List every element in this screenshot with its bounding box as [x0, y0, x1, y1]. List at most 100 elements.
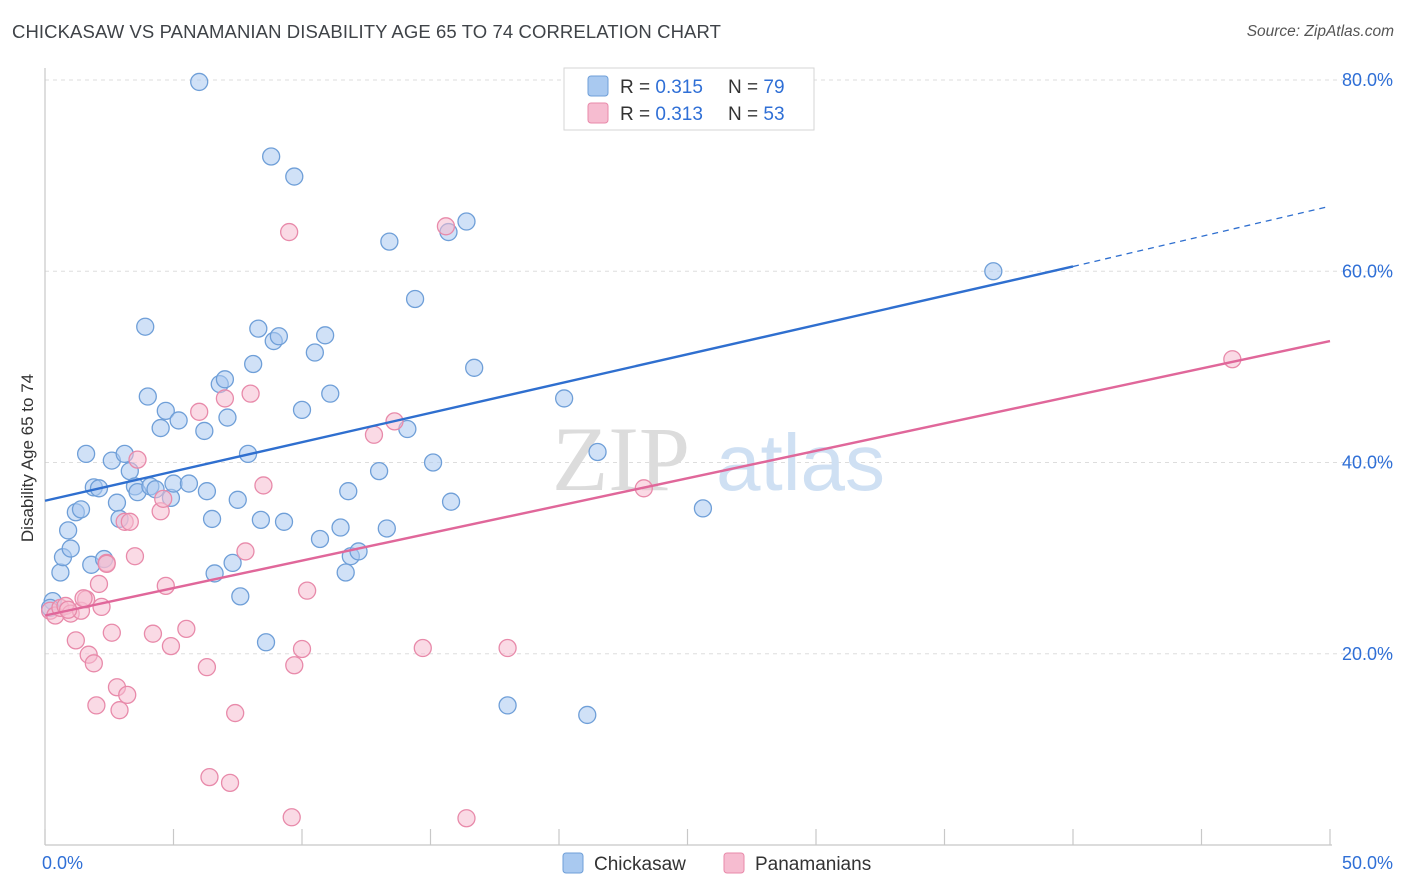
chickasaw-point — [292, 400, 312, 420]
panamanian-point — [215, 389, 235, 408]
panamanian-point — [118, 685, 137, 705]
chickasaw-point — [136, 317, 155, 336]
chickasaw-point — [339, 482, 358, 501]
panamanian-point — [236, 542, 255, 561]
chickasaw-point — [457, 212, 476, 231]
panamanian-point — [282, 808, 301, 827]
panamanian-point — [177, 619, 196, 639]
panamanian-point — [143, 624, 163, 643]
chickasaw-point — [331, 518, 350, 537]
legend-n-value: 53 — [763, 104, 784, 125]
panamanian-point — [97, 554, 116, 574]
chickasaw-point — [195, 421, 214, 441]
panamanian-point — [220, 773, 240, 792]
chickasaw-point — [169, 411, 188, 430]
chickasaw-point — [310, 529, 330, 549]
panamanian-point — [200, 767, 219, 787]
correlation-legend: R = 0.315 N = 79 R = 0.313 N = 53 — [563, 67, 815, 131]
legend-r-value: 0.313 — [655, 104, 703, 125]
chickasaw-point — [71, 500, 91, 519]
watermark-atlas: atlas — [716, 418, 885, 507]
chickasaw-point — [164, 474, 183, 493]
panamanian-point — [190, 402, 209, 421]
series-legend: Chickasaw Panamanians — [562, 852, 871, 875]
watermark: ZIP atlas — [552, 408, 885, 510]
panamanian-point — [110, 701, 129, 720]
legend-n-label: N = 53 — [728, 104, 785, 125]
chickasaw-trend-line — [44, 265, 1074, 502]
chickasaw-point — [269, 327, 289, 346]
x-tick-labels: 0.0% 50.0% — [42, 853, 1393, 873]
legend-n-label: N = 79 — [728, 77, 785, 98]
chickasaw-point — [315, 326, 335, 345]
chickasaw-point — [151, 418, 170, 438]
bottom-legend-swatch-chickasaw — [562, 852, 584, 874]
source-label: Source: ZipAtlas.com — [1246, 23, 1394, 40]
chickasaw-point — [349, 542, 368, 561]
chickasaw-point — [138, 387, 157, 406]
legend-n-value: 79 — [763, 77, 784, 98]
panamanian-point — [241, 384, 260, 403]
y-tick-label: 60.0% — [1342, 261, 1393, 281]
panamanian-point — [254, 476, 273, 495]
panamanian-point — [102, 623, 121, 642]
chickasaw-point — [251, 510, 271, 530]
chickasaw-point — [249, 319, 268, 338]
x-tick-label: 0.0% — [42, 853, 83, 873]
chickasaw-point — [693, 499, 713, 518]
chickasaw-point — [190, 72, 209, 92]
bottom-legend-chickasaw: Chickasaw — [594, 854, 686, 875]
panamanian-point — [413, 638, 432, 658]
chickasaw-point — [256, 633, 276, 652]
panamanian-point — [436, 217, 456, 236]
chickasaw-trend-extension — [1072, 205, 1331, 268]
chickasaw-point — [156, 401, 175, 421]
panamanian-points — [40, 217, 1242, 828]
legend-swatch-chickasaw — [587, 75, 609, 97]
chickasaw-point — [578, 705, 597, 725]
chickasaw-point — [423, 453, 443, 472]
panamanian-point — [66, 631, 85, 650]
chickasaw-point — [107, 493, 127, 512]
chickasaw-point — [305, 343, 325, 362]
panamanian-point — [364, 425, 384, 444]
y-tick-label: 20.0% — [1342, 644, 1393, 664]
axes — [44, 68, 1332, 846]
chickasaw-point — [984, 262, 1003, 281]
panamanian-point — [120, 512, 139, 531]
panamanian-point — [498, 638, 517, 658]
panamanian-point — [457, 809, 476, 828]
panamanian-point — [161, 636, 181, 656]
trend-lines — [44, 205, 1331, 617]
panamanian-point — [285, 656, 304, 675]
chickasaw-point — [58, 521, 78, 540]
chickasaw-point — [51, 563, 70, 582]
chickasaw-point — [554, 389, 574, 408]
chickasaw-point — [228, 490, 247, 509]
chart-title: CHICKASAW VS PANAMANIAN DISABILITY AGE 6… — [12, 21, 722, 42]
chickasaw-point — [498, 696, 517, 715]
legend-swatch-panamanian — [587, 102, 609, 124]
chickasaw-point — [262, 147, 281, 166]
chickasaw-point — [223, 553, 242, 573]
chickasaw-point — [321, 384, 340, 403]
legend-r-value: 0.315 — [655, 77, 703, 98]
panamanian-point — [292, 639, 312, 659]
y-tick-labels: 20.0% 40.0% 60.0% 80.0% — [1342, 70, 1393, 664]
chickasaw-point — [465, 358, 484, 377]
chickasaw-point — [369, 461, 389, 481]
y-axis-title: Disability Age 65 to 74 — [18, 374, 37, 542]
y-tick-label: 40.0% — [1342, 453, 1393, 473]
panamanian-point — [74, 589, 93, 608]
chickasaw-point — [218, 408, 237, 427]
chickasaw-point — [179, 474, 199, 493]
chickasaw-point — [441, 492, 461, 511]
chickasaw-point — [285, 167, 304, 186]
legend-r-label: R = 0.315 — [620, 77, 703, 98]
panamanian-point — [1223, 350, 1242, 369]
chickasaw-point — [231, 587, 250, 606]
panamanian-point — [128, 450, 147, 469]
chickasaw-point — [244, 354, 263, 374]
panamanian-point — [89, 574, 109, 594]
